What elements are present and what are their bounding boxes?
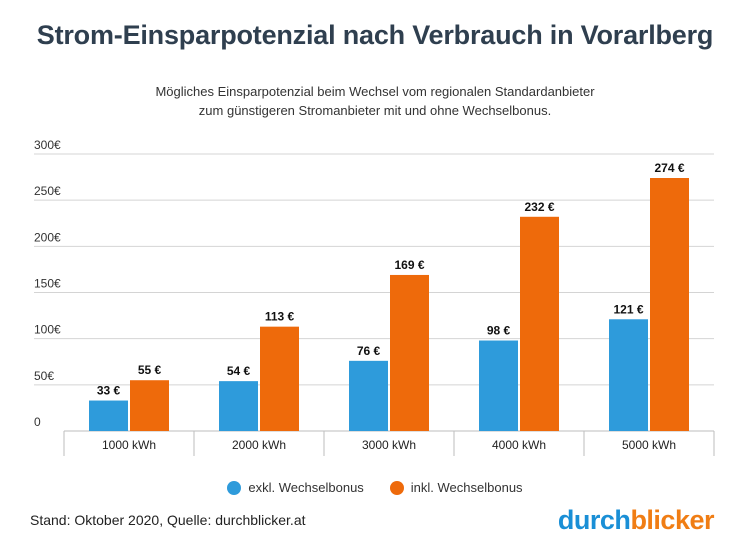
bar	[349, 360, 388, 431]
legend-swatch-exkl	[227, 480, 242, 495]
bar	[650, 178, 689, 431]
bar	[89, 400, 128, 431]
data-label: 169 €	[394, 258, 424, 272]
chart-title: Strom-Einsparpotenzial nach Verbrauch in…	[36, 20, 714, 50]
bar	[260, 326, 299, 431]
legend-swatch-inkl	[389, 480, 404, 495]
chart-subtitle: Mögliches Einsparpotenzial beim Wechsel …	[0, 82, 750, 120]
data-label: 113 €	[265, 310, 295, 324]
logo-part-2: blicker	[630, 505, 714, 535]
data-label: 33 €	[97, 384, 121, 398]
x-tick-label: 4000 kWh	[492, 438, 546, 452]
bar	[479, 340, 518, 431]
bar-chart: 0 50€ 100€ 150€ 200€ 250€ 300€ 1000 kWh 33 € 55 €…	[34, 138, 715, 456]
y-tick-label: 50€	[34, 369, 54, 383]
x-tick-label: 3000 kWh	[362, 438, 416, 452]
legend-label-inkl: inkl. Wechselbonus	[410, 480, 523, 495]
x-tick-label: 5000 kWh	[622, 438, 676, 452]
bar	[130, 380, 169, 431]
bar	[609, 319, 648, 431]
subtitle-line-2: zum günstigeren Stromanbieter mit und oh…	[198, 103, 552, 118]
data-label: 55 €	[138, 363, 162, 377]
data-label: 98 €	[487, 324, 511, 338]
legend: exkl. Wechselbonus inkl. Wechselbonus	[0, 480, 750, 495]
data-label: 232 €	[524, 200, 554, 214]
data-label: 54 €	[227, 364, 251, 378]
bar	[390, 274, 429, 431]
data-label: 76 €	[357, 344, 381, 358]
logo-part-1: durch	[557, 505, 631, 535]
bar	[219, 381, 258, 431]
x-tick-label: 2000 kWh	[232, 438, 286, 452]
data-label: 274 €	[654, 161, 684, 175]
y-tick-label: 100€	[34, 323, 61, 337]
y-tick-label: 200€	[34, 230, 61, 244]
y-tick-label: 0	[34, 415, 41, 429]
data-label: 121 €	[613, 302, 643, 316]
subtitle-line-1: Mögliches Einsparpotenzial beim Wechsel …	[155, 84, 595, 99]
y-tick-label: 150€	[34, 277, 61, 291]
y-tick-label: 250€	[34, 184, 61, 198]
x-tick-label: 1000 kWh	[102, 438, 156, 452]
legend-label-exkl: exkl. Wechselbonus	[248, 480, 364, 495]
y-tick-label: 300€	[34, 138, 61, 152]
legend-item-exkl: exkl. Wechselbonus	[227, 480, 364, 495]
source-note: Stand: Oktober 2020, Quelle: durchblicke…	[30, 512, 306, 528]
bar	[520, 216, 559, 431]
brand-logo: durchblicker	[557, 505, 715, 536]
legend-item-inkl: inkl. Wechselbonus	[389, 480, 523, 495]
